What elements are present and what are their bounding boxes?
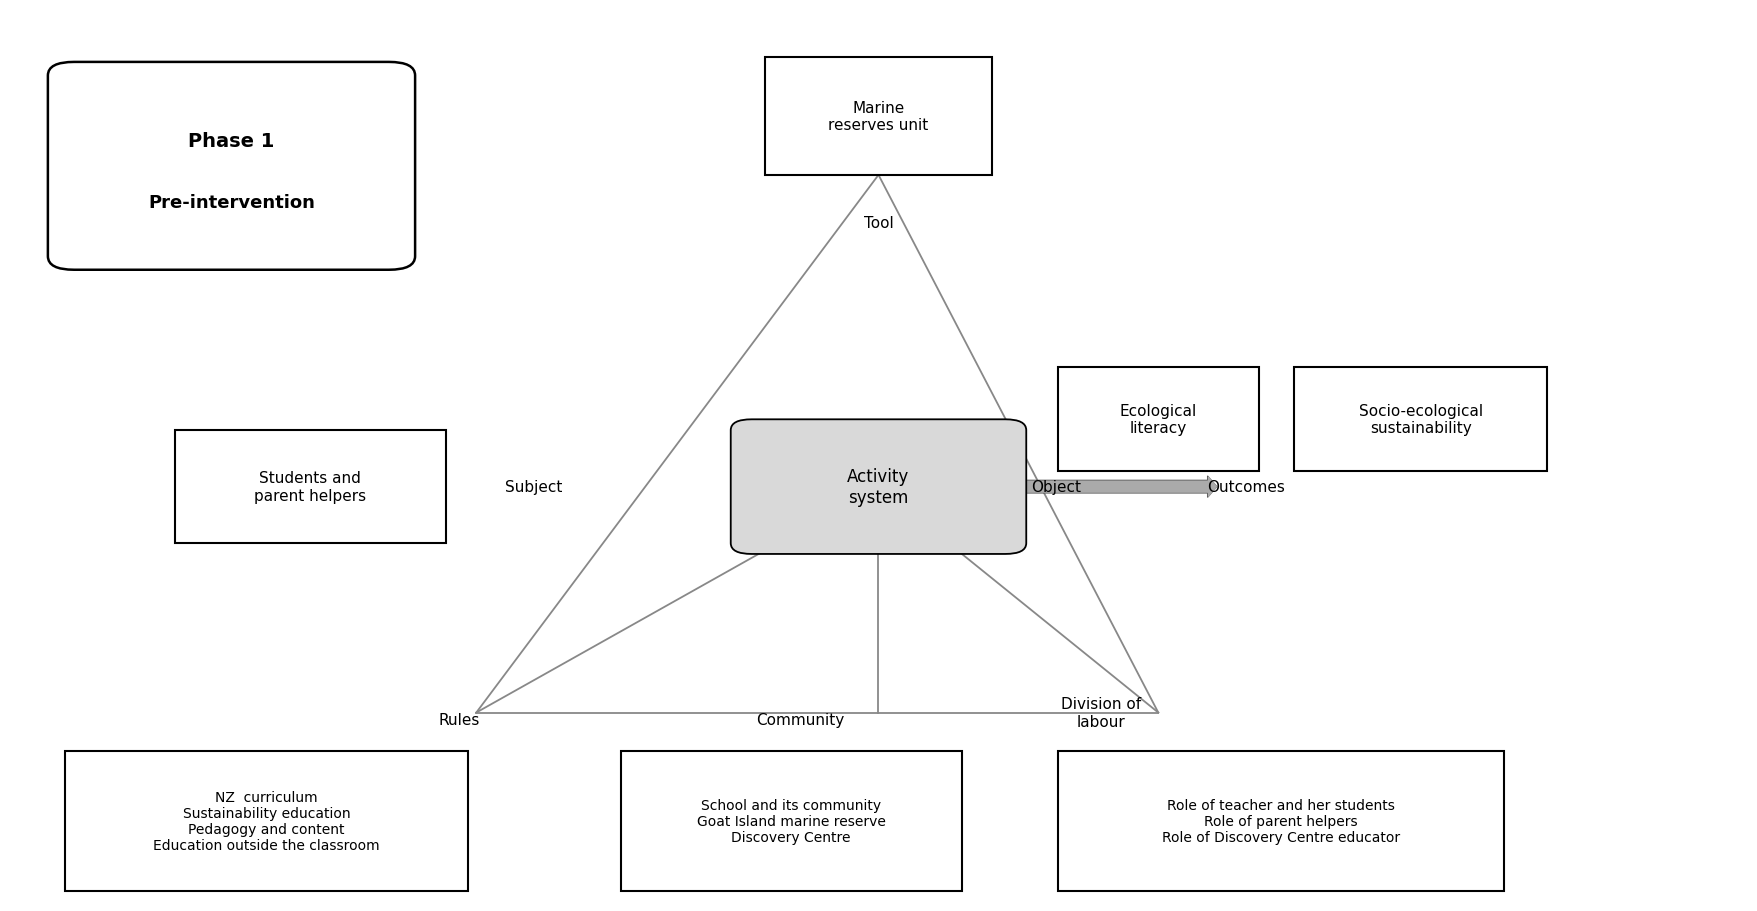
Bar — [764, 58, 993, 176]
Text: Activity
system: Activity system — [847, 467, 910, 507]
Bar — [620, 752, 961, 891]
Text: Division of
labour: Division of labour — [1061, 697, 1140, 729]
Bar — [1058, 752, 1504, 891]
Bar — [65, 752, 467, 891]
Text: School and its community
Goat Island marine reserve
Discovery Centre: School and its community Goat Island mar… — [696, 798, 886, 844]
Text: Tool: Tool — [864, 216, 893, 231]
Bar — [1293, 367, 1548, 471]
Text: Students and
parent helpers: Students and parent helpers — [255, 471, 365, 503]
FancyBboxPatch shape — [47, 63, 415, 271]
Text: Community: Community — [756, 712, 843, 728]
Text: Phase 1: Phase 1 — [188, 132, 274, 151]
Text: Ecological
literacy: Ecological literacy — [1119, 404, 1197, 435]
Text: Marine
reserves unit: Marine reserves unit — [828, 101, 929, 133]
Text: Outcomes: Outcomes — [1207, 479, 1284, 495]
Text: Rules: Rules — [437, 712, 480, 728]
Bar — [174, 431, 446, 544]
Text: Socio-ecological
sustainability: Socio-ecological sustainability — [1358, 404, 1483, 435]
FancyBboxPatch shape — [731, 420, 1026, 554]
Text: Pre-intervention: Pre-intervention — [148, 194, 315, 211]
Text: Object: Object — [1031, 479, 1081, 495]
Text: NZ  curriculum
Sustainability education
Pedagogy and content
Education outside t: NZ curriculum Sustainability education P… — [153, 790, 380, 853]
Bar — [1058, 367, 1258, 471]
Text: Subject: Subject — [506, 479, 562, 495]
Text: Role of teacher and her students
Role of parent helpers
Role of Discovery Centre: Role of teacher and her students Role of… — [1161, 798, 1400, 844]
